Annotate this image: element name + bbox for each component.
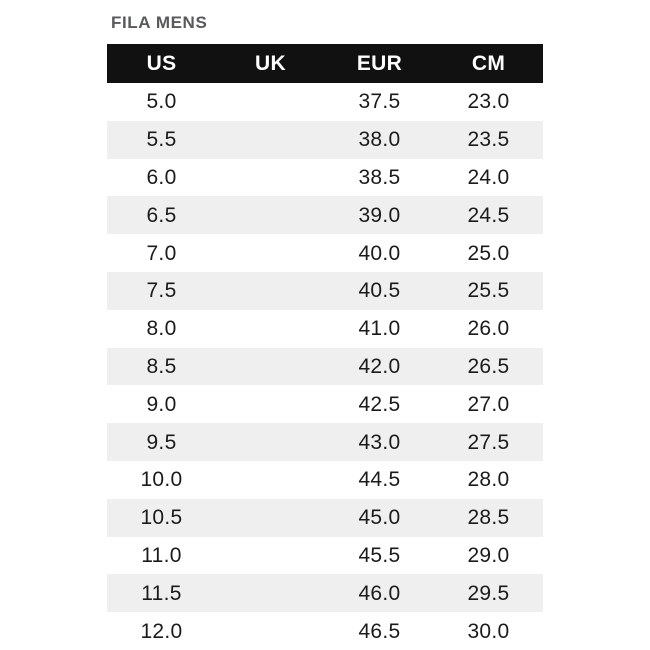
table-cell-us: 8.0 bbox=[146, 317, 177, 341]
table-cell-cm: 27.0 bbox=[467, 392, 510, 416]
table-row: 12.0 46.5 30.0 bbox=[107, 612, 543, 650]
table-cell-us: 8.5 bbox=[146, 354, 177, 378]
table-cell-us: 6.5 bbox=[146, 203, 177, 227]
page-title: FILA MENS bbox=[111, 13, 208, 32]
table-cell-us: 11.0 bbox=[141, 543, 182, 567]
table-cell-eur: 43.0 bbox=[358, 430, 401, 454]
table-cell-eur: 40.5 bbox=[358, 279, 401, 303]
table-cell-eur: 39.0 bbox=[358, 203, 401, 227]
table-cell-eur: 45.5 bbox=[358, 543, 401, 567]
header-cell-cm: CM bbox=[471, 52, 506, 75]
table-cell-cm: 24.0 bbox=[467, 165, 510, 189]
table-cell-cm: 23.0 bbox=[467, 90, 510, 114]
table-cell-cm: 25.5 bbox=[467, 279, 510, 303]
table-row: 9.0 42.5 27.0 bbox=[107, 385, 543, 424]
table-row: 6.5 39.0 24.5 bbox=[107, 196, 543, 235]
table-row: 9.5 43.0 27.5 bbox=[107, 423, 543, 461]
table-cell-eur: 42.5 bbox=[358, 392, 401, 416]
table-cell-us: 6.0 bbox=[146, 165, 177, 189]
table-cell-us: 11.5 bbox=[141, 581, 182, 605]
table-cell-us: 9.0 bbox=[146, 392, 177, 416]
table-row: 11.0 45.5 29.0 bbox=[107, 536, 543, 575]
table-cell-us: 10.5 bbox=[140, 506, 183, 530]
table-cell-cm: 26.0 bbox=[467, 317, 510, 341]
table-cell-eur: 38.0 bbox=[358, 128, 401, 152]
table-cell-eur: 40.0 bbox=[358, 241, 401, 265]
table-row: 6.0 38.5 24.0 bbox=[107, 158, 543, 197]
table-cell-eur: 44.5 bbox=[358, 468, 401, 492]
table-cell-cm: 26.5 bbox=[467, 354, 510, 378]
table-cell-cm: 29.0 bbox=[467, 543, 510, 567]
table-header-row: US UK EUR CM bbox=[107, 44, 543, 83]
table-cell-us: 7.5 bbox=[146, 279, 177, 303]
table-row: 10.5 45.0 28.5 bbox=[107, 498, 543, 537]
table-row: 8.0 41.0 26.0 bbox=[107, 309, 543, 348]
header-cell-eur: EUR bbox=[356, 52, 403, 75]
table-row: 11.5 46.0 29.5 bbox=[107, 574, 543, 613]
table-row: 7.5 40.5 25.5 bbox=[107, 271, 543, 310]
table-cell-cm: 28.0 bbox=[467, 468, 510, 492]
table-cell-cm: 23.5 bbox=[467, 128, 510, 152]
table-cell-eur: 38.5 bbox=[358, 165, 401, 189]
size-table: US UK EUR CM 5.0 37.5 23.0 5.5 38.0 23.5… bbox=[107, 44, 543, 650]
table-cell-eur: 46.5 bbox=[358, 619, 401, 643]
table-cell-eur: 46.0 bbox=[358, 581, 401, 605]
table-cell-us: 12.0 bbox=[140, 619, 183, 643]
table-row: 5.0 37.5 23.0 bbox=[107, 83, 543, 121]
table-cell-cm: 25.0 bbox=[467, 241, 510, 265]
table-cell-cm: 24.5 bbox=[467, 203, 510, 227]
table-cell-cm: 28.5 bbox=[467, 506, 510, 530]
table-cell-cm: 29.5 bbox=[467, 581, 510, 605]
table-body: 5.0 37.5 23.0 5.5 38.0 23.5 6.0 38.5 24.… bbox=[107, 83, 543, 650]
table-row: 5.5 38.0 23.5 bbox=[107, 120, 543, 159]
table-cell-us: 5.5 bbox=[146, 128, 177, 152]
table-cell-eur: 37.5 bbox=[358, 90, 401, 114]
table-cell-us: 7.0 bbox=[146, 241, 177, 265]
header-cell-us: US bbox=[146, 52, 177, 75]
table-cell-eur: 41.0 bbox=[358, 317, 401, 341]
header-cell-uk: UK bbox=[255, 52, 286, 75]
table-cell-cm: 30.0 bbox=[467, 619, 510, 643]
table-cell-us: 10.0 bbox=[140, 468, 183, 492]
table-cell-us: 5.0 bbox=[146, 90, 177, 114]
table-cell-eur: 42.0 bbox=[358, 354, 401, 378]
table-row: 7.0 40.0 25.0 bbox=[107, 234, 543, 272]
table-row: 10.0 44.5 28.0 bbox=[107, 460, 543, 499]
table-cell-us: 9.5 bbox=[146, 430, 177, 454]
table-cell-eur: 45.0 bbox=[358, 506, 401, 530]
table-row: 8.5 42.0 26.5 bbox=[107, 347, 543, 386]
table-cell-cm: 27.5 bbox=[467, 430, 510, 454]
